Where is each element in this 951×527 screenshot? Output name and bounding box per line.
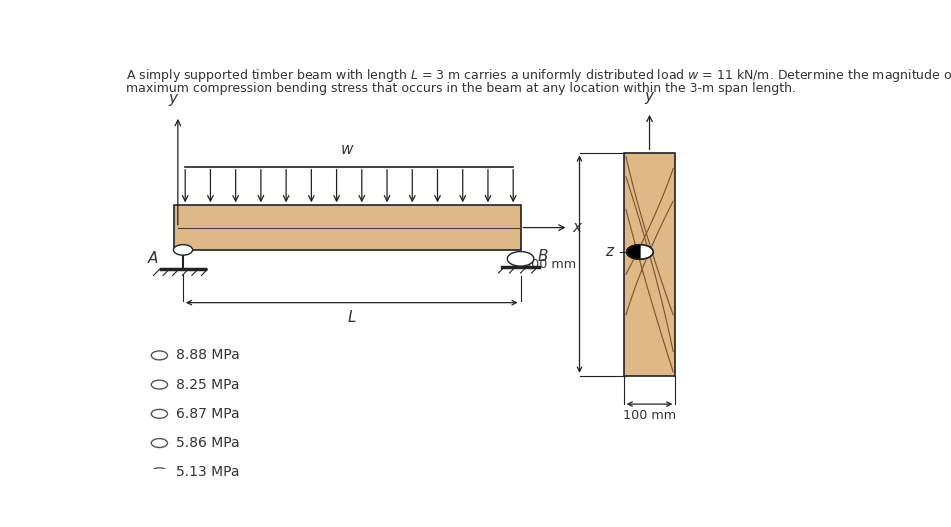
Text: $z$: $z$ [605,245,615,259]
Circle shape [151,409,167,418]
Text: 300 mm: 300 mm [523,258,576,270]
Text: $x$: $x$ [573,220,584,235]
Circle shape [507,251,534,266]
Circle shape [151,351,167,360]
Text: $A$: $A$ [147,250,160,266]
Text: 8.25 MPa: 8.25 MPa [176,378,239,392]
Circle shape [151,468,167,477]
Text: $y$: $y$ [644,90,655,106]
Bar [174,206,520,250]
Bar [624,152,675,376]
Text: 6.87 MPa: 6.87 MPa [176,407,240,421]
Text: A simply supported timber beam with length $L$ = 3 m carries a uniformly distrib: A simply supported timber beam with leng… [126,67,951,84]
Text: 100 mm: 100 mm [623,409,676,422]
Circle shape [173,245,192,255]
Text: $w$: $w$ [340,142,355,157]
Text: 5.13 MPa: 5.13 MPa [176,465,239,479]
Text: $B$: $B$ [536,248,549,264]
Text: maximum compression bending stress that occurs in the beam at any location withi: maximum compression bending stress that … [126,82,796,94]
Circle shape [627,245,653,259]
Text: 5.86 MPa: 5.86 MPa [176,436,240,450]
Circle shape [151,438,167,447]
Text: $L$: $L$ [347,309,357,325]
Circle shape [151,380,167,389]
Text: $y$: $y$ [168,92,180,108]
Polygon shape [627,245,640,259]
Text: 8.88 MPa: 8.88 MPa [176,348,240,363]
